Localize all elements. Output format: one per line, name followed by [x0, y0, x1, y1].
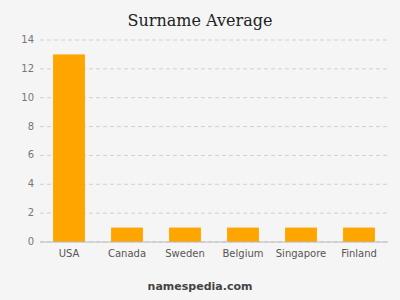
y-tick-label: 12: [21, 63, 34, 74]
grid: [40, 40, 388, 242]
title: Surname Average: [128, 11, 273, 30]
x-tick-label: Finland: [341, 248, 377, 259]
bar: [343, 228, 375, 242]
y-tick-label: 8: [28, 121, 34, 132]
y-tick-label: 2: [28, 207, 34, 218]
bar: [285, 228, 317, 242]
x-tick-label: Sweden: [165, 248, 205, 259]
background: [0, 0, 400, 300]
y-tick-label: 10: [21, 92, 34, 103]
grid-line: [40, 155, 388, 156]
grid-line: [40, 97, 388, 98]
grid-line: [40, 213, 388, 214]
grid-line: [40, 184, 388, 185]
chart: Surname Average 0 2 4 6 8 10 12 14 USA Canada Swede…: [0, 0, 400, 300]
grid-line: [40, 126, 388, 127]
grid-line: [40, 40, 388, 41]
footer: namespedia.com: [148, 280, 253, 293]
y-tick-label: 0: [28, 236, 34, 247]
x-tick-label: Belgium: [223, 248, 264, 259]
bar: [169, 228, 201, 242]
x-tick-label: USA: [59, 248, 80, 259]
bar: [111, 228, 143, 242]
bar: [53, 54, 85, 242]
bar: [227, 228, 259, 242]
y-tick-label: 4: [28, 178, 34, 189]
x-tick-label: Canada: [108, 248, 146, 259]
y-tick-label: 6: [28, 149, 34, 160]
x-tick-label: Singapore: [276, 248, 326, 259]
bars: [53, 54, 375, 242]
grid-line: [40, 242, 388, 243]
y-tick-label: 14: [21, 34, 34, 45]
x-axis-line: [40, 242, 388, 243]
grid-line: [40, 68, 388, 69]
